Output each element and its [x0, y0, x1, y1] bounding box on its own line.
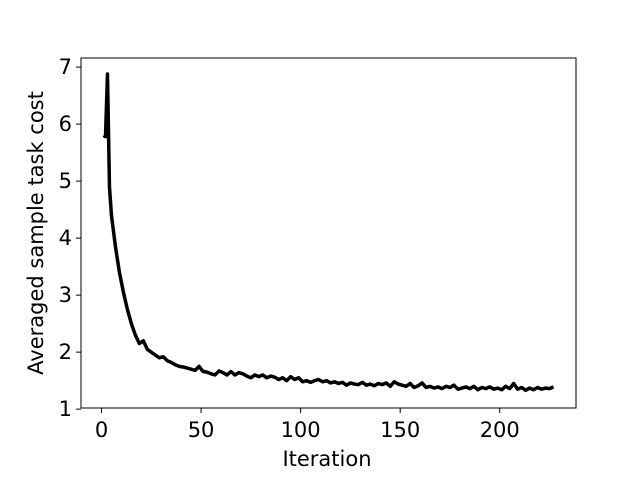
x-tick-label: 50: [188, 418, 215, 442]
x-tick-label: 100: [281, 418, 321, 442]
x-tick-label: 200: [480, 418, 520, 442]
plot-frame: [80, 57, 577, 409]
y-tick-label: 3: [59, 283, 72, 307]
y-tick-label: 6: [59, 112, 72, 136]
y-tick-label: 5: [59, 169, 72, 193]
y-tick-label: 4: [59, 226, 72, 250]
data-line: [102, 72, 555, 393]
x-axis-label: Iteration: [282, 447, 371, 471]
x-tick-label: 0: [95, 418, 108, 442]
x-tick-label: 150: [380, 418, 420, 442]
y-tick-label: 1: [59, 397, 72, 421]
y-tick-label: 2: [59, 340, 72, 364]
y-axis-label: Averaged sample task cost: [24, 91, 48, 375]
y-tick-label: 7: [59, 55, 72, 79]
